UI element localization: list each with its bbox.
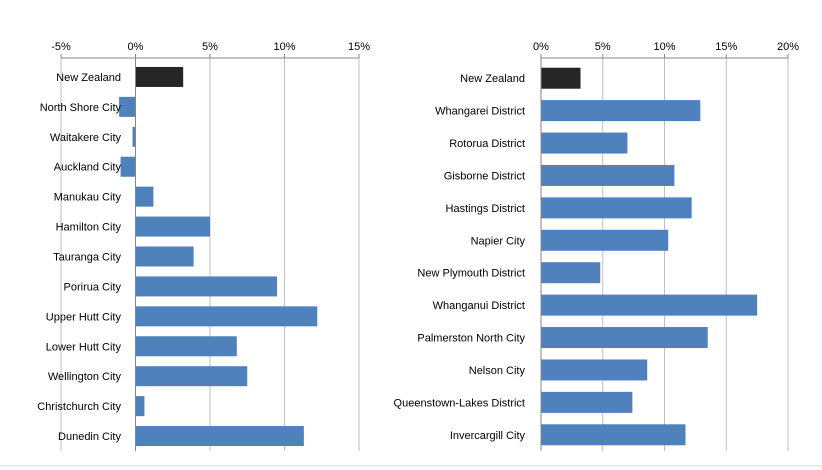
bar: [541, 197, 692, 219]
category-label: Invercargill City: [450, 430, 526, 442]
category-label: Napier City: [471, 235, 526, 247]
category-label: Rotorua District: [449, 138, 525, 150]
bar: [132, 126, 136, 147]
right-chart: 0% 5% 10% 15% 20% New Zealand Whangarei Distri…: [394, 41, 799, 451]
x-tick-label: 20%: [777, 41, 799, 53]
bar: [135, 306, 318, 327]
x-tick-label: 5%: [595, 41, 611, 53]
bar: [119, 96, 136, 117]
category-label: New Zealand: [56, 72, 121, 84]
bar: [541, 164, 675, 186]
category-label: Waitakere City: [50, 132, 122, 144]
category-label: Porirua City: [64, 281, 122, 293]
category-label: Nelson City: [469, 365, 526, 377]
category-label: Gisborne District: [444, 170, 525, 182]
x-tick-label: 15%: [715, 41, 737, 53]
category-label: Tauranga City: [53, 252, 121, 264]
x-tick-label: -5%: [51, 41, 71, 53]
category-label: Hamilton City: [56, 222, 122, 234]
bar: [541, 132, 628, 154]
bar: [541, 100, 701, 122]
bar: [135, 216, 210, 237]
bar: [135, 396, 145, 417]
bar: [541, 359, 648, 381]
x-tick-label: 10%: [273, 41, 295, 53]
bar: [135, 426, 304, 447]
category-label: Manukau City: [54, 192, 122, 204]
bar: [135, 186, 154, 207]
category-label: Upper Hutt City: [46, 311, 122, 323]
bar: [541, 294, 758, 316]
left-chart: -5% 0% 5% 10% 15% New Zealand North Shore City…: [37, 41, 370, 451]
category-label: Lower Hutt City: [46, 341, 122, 353]
bar: [135, 276, 278, 297]
x-tick-label: 15%: [348, 41, 370, 53]
category-label: Whangarei District: [435, 106, 525, 118]
category-label: Dunedin City: [58, 431, 121, 443]
bar: [541, 67, 581, 89]
category-label: Auckland City: [54, 162, 122, 174]
bar: [135, 336, 237, 357]
bar: [135, 66, 184, 87]
category-label: Palmerston North City: [417, 333, 525, 345]
category-label: Hastings District: [446, 203, 525, 215]
bar: [541, 424, 686, 446]
category-label: Christchurch City: [37, 401, 121, 413]
category-label: North Shore City: [40, 102, 122, 114]
bar: [135, 246, 194, 267]
category-label: Whanganui District: [433, 300, 525, 312]
bar: [541, 229, 669, 251]
x-tick-label: 0%: [533, 41, 549, 53]
x-tick-label: 10%: [653, 41, 675, 53]
bar: [120, 156, 136, 177]
x-tick-label: 0%: [128, 41, 144, 53]
bar: [541, 262, 601, 284]
bar: [541, 327, 708, 349]
bar: [135, 366, 248, 387]
x-tick-label: 5%: [202, 41, 218, 53]
bar: [541, 391, 633, 413]
category-label: Wellington City: [48, 371, 122, 383]
category-label: New Zealand: [460, 73, 525, 85]
category-label: New Plymouth District: [417, 268, 525, 280]
category-label: Queenstown-Lakes District: [394, 397, 525, 409]
